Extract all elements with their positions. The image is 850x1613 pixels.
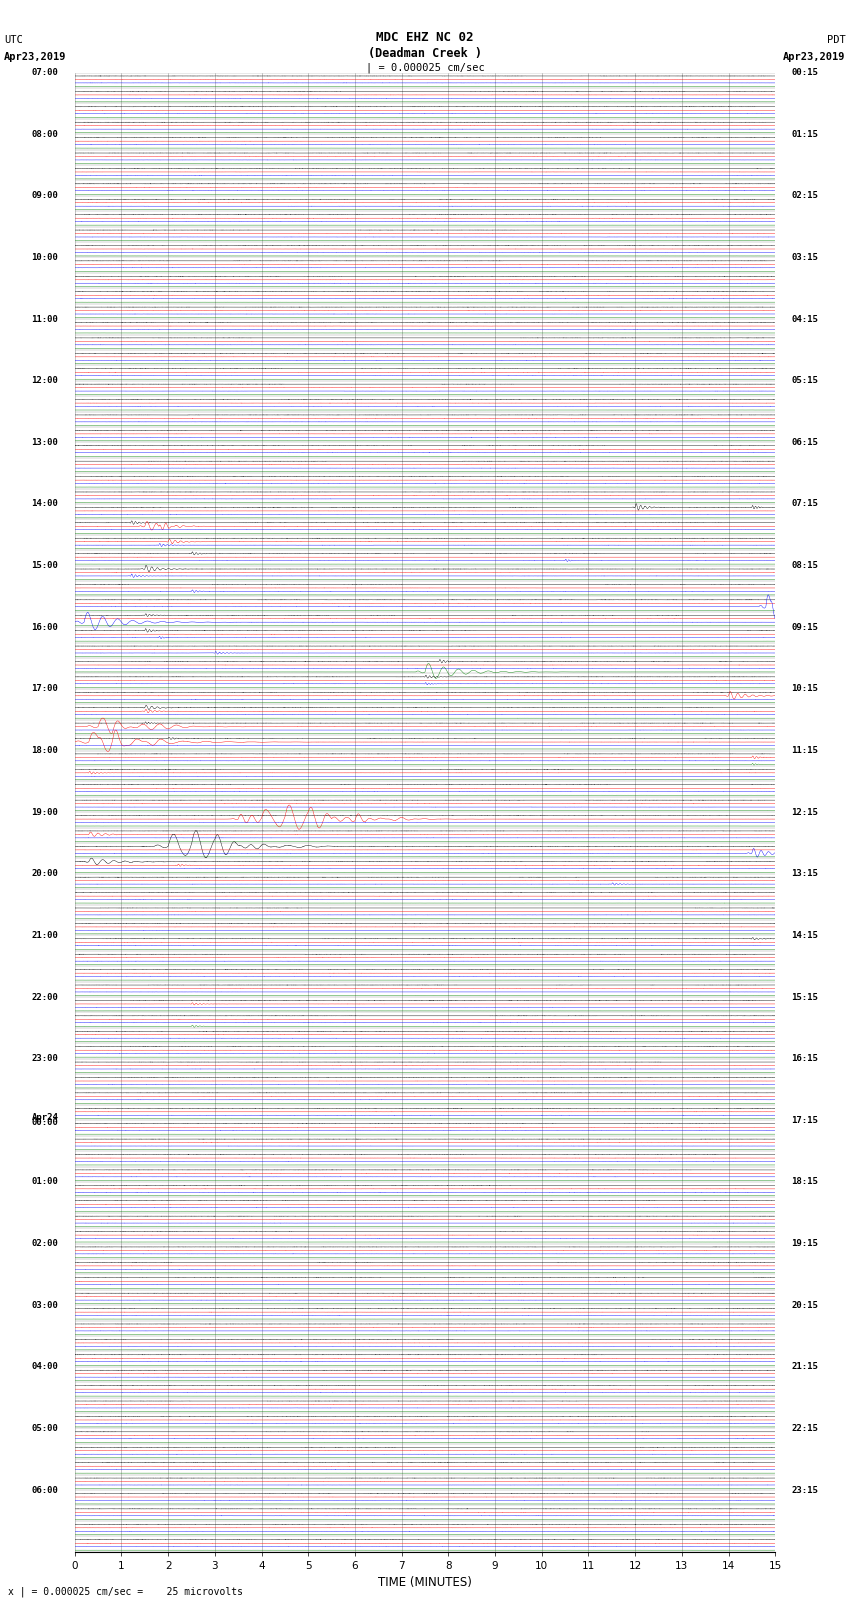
- Text: UTC: UTC: [4, 35, 23, 45]
- Text: 22:15: 22:15: [791, 1424, 819, 1432]
- Text: 15:15: 15:15: [791, 992, 819, 1002]
- Text: (Deadman Creek ): (Deadman Creek ): [368, 47, 482, 60]
- Text: 19:00: 19:00: [31, 808, 59, 816]
- Text: 23:00: 23:00: [31, 1055, 59, 1063]
- Text: 13:15: 13:15: [791, 869, 819, 877]
- Text: 14:15: 14:15: [791, 931, 819, 940]
- Text: 19:15: 19:15: [791, 1239, 819, 1248]
- Text: 21:00: 21:00: [31, 931, 59, 940]
- Text: x | = 0.000025 cm/sec =    25 microvolts: x | = 0.000025 cm/sec = 25 microvolts: [8, 1586, 243, 1597]
- Text: Apr23,2019: Apr23,2019: [4, 52, 67, 61]
- Text: 05:00: 05:00: [31, 1424, 59, 1432]
- Text: 22:00: 22:00: [31, 992, 59, 1002]
- Text: 07:00: 07:00: [31, 68, 59, 77]
- Text: 13:00: 13:00: [31, 437, 59, 447]
- Text: 09:00: 09:00: [31, 192, 59, 200]
- Text: 11:00: 11:00: [31, 315, 59, 324]
- Text: 00:00: 00:00: [31, 1118, 59, 1127]
- Text: 03:15: 03:15: [791, 253, 819, 261]
- Text: 17:15: 17:15: [791, 1116, 819, 1124]
- Text: 04:15: 04:15: [791, 315, 819, 324]
- Text: 21:15: 21:15: [791, 1363, 819, 1371]
- Text: 08:00: 08:00: [31, 129, 59, 139]
- Text: 16:15: 16:15: [791, 1055, 819, 1063]
- Text: 12:15: 12:15: [791, 808, 819, 816]
- Text: 20:00: 20:00: [31, 869, 59, 877]
- Text: 01:15: 01:15: [791, 129, 819, 139]
- Text: 09:15: 09:15: [791, 623, 819, 632]
- X-axis label: TIME (MINUTES): TIME (MINUTES): [378, 1576, 472, 1589]
- Text: 10:00: 10:00: [31, 253, 59, 261]
- Text: 18:15: 18:15: [791, 1177, 819, 1187]
- Text: 07:15: 07:15: [791, 500, 819, 508]
- Text: 08:15: 08:15: [791, 561, 819, 569]
- Text: 00:15: 00:15: [791, 68, 819, 77]
- Text: Apr24: Apr24: [31, 1113, 59, 1123]
- Text: 11:15: 11:15: [791, 747, 819, 755]
- Text: 20:15: 20:15: [791, 1300, 819, 1310]
- Text: 02:00: 02:00: [31, 1239, 59, 1248]
- Text: 05:15: 05:15: [791, 376, 819, 386]
- Text: 23:15: 23:15: [791, 1486, 819, 1495]
- Text: 03:00: 03:00: [31, 1300, 59, 1310]
- Text: 12:00: 12:00: [31, 376, 59, 386]
- Text: 06:15: 06:15: [791, 437, 819, 447]
- Text: 17:00: 17:00: [31, 684, 59, 694]
- Text: 18:00: 18:00: [31, 747, 59, 755]
- Text: 06:00: 06:00: [31, 1486, 59, 1495]
- Text: 02:15: 02:15: [791, 192, 819, 200]
- Text: 16:00: 16:00: [31, 623, 59, 632]
- Text: MDC EHZ NC 02: MDC EHZ NC 02: [377, 31, 473, 44]
- Text: Apr23,2019: Apr23,2019: [783, 52, 846, 61]
- Text: | = 0.000025 cm/sec: | = 0.000025 cm/sec: [366, 63, 484, 74]
- Text: 10:15: 10:15: [791, 684, 819, 694]
- Text: 14:00: 14:00: [31, 500, 59, 508]
- Text: 01:00: 01:00: [31, 1177, 59, 1187]
- Text: PDT: PDT: [827, 35, 846, 45]
- Text: 04:00: 04:00: [31, 1363, 59, 1371]
- Text: 15:00: 15:00: [31, 561, 59, 569]
